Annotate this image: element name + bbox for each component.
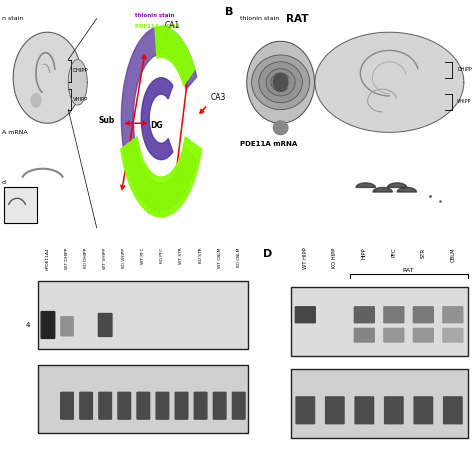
Polygon shape [121, 27, 197, 211]
Polygon shape [273, 73, 288, 91]
Text: WT CBLM: WT CBLM [218, 247, 222, 268]
FancyBboxPatch shape [443, 396, 463, 424]
Text: WT PFC: WT PFC [141, 247, 146, 264]
FancyBboxPatch shape [60, 392, 74, 420]
Text: PDE11A mRNA: PDE11A mRNA [239, 141, 297, 147]
Text: HIPP: HIPP [362, 247, 367, 259]
Bar [4, 187, 37, 223]
Polygon shape [68, 60, 87, 105]
FancyBboxPatch shape [40, 311, 55, 339]
Text: WT STR: WT STR [180, 247, 183, 264]
Text: thionin stain: thionin stain [239, 16, 279, 21]
Text: B: B [225, 7, 233, 17]
Polygon shape [121, 137, 201, 217]
Text: VHIPP: VHIPP [73, 97, 88, 102]
FancyBboxPatch shape [98, 392, 112, 420]
Text: KO HIPP: KO HIPP [332, 247, 337, 268]
Text: STR: STR [421, 247, 426, 258]
Polygon shape [273, 121, 288, 135]
FancyBboxPatch shape [174, 392, 189, 420]
Text: KO STR: KO STR [199, 247, 202, 263]
Polygon shape [31, 94, 41, 107]
FancyBboxPatch shape [383, 328, 404, 343]
Text: DHIPP: DHIPP [73, 68, 89, 73]
FancyBboxPatch shape [442, 328, 464, 343]
Text: RAT: RAT [286, 14, 309, 24]
Text: Sub: Sub [99, 116, 115, 125]
FancyBboxPatch shape [325, 396, 345, 424]
FancyBboxPatch shape [60, 316, 74, 337]
Text: CA1: CA1 [164, 21, 179, 30]
Text: RAT: RAT [403, 267, 414, 273]
Text: DHIPP: DHIPP [457, 67, 472, 72]
Bar [291, 369, 467, 438]
Text: d: d [2, 180, 6, 185]
Polygon shape [141, 78, 173, 160]
Text: CA3: CA3 [210, 93, 226, 102]
FancyBboxPatch shape [295, 396, 315, 424]
FancyBboxPatch shape [384, 396, 404, 424]
Polygon shape [13, 32, 82, 123]
FancyBboxPatch shape [354, 306, 375, 323]
Text: n stain: n stain [2, 16, 23, 21]
Text: 4: 4 [26, 322, 30, 328]
Text: VHIPP: VHIPP [457, 99, 472, 104]
Text: PDE11A mRNA: PDE11A mRNA [135, 24, 179, 29]
Polygon shape [266, 69, 295, 96]
Polygon shape [276, 78, 284, 87]
FancyBboxPatch shape [98, 313, 113, 337]
FancyBboxPatch shape [413, 306, 434, 323]
Text: D: D [263, 249, 272, 259]
Text: CA1: CA1 [147, 207, 162, 216]
FancyBboxPatch shape [117, 392, 131, 420]
FancyBboxPatch shape [155, 392, 169, 420]
FancyBboxPatch shape [442, 306, 464, 323]
Text: WT DHIPP: WT DHIPP [65, 247, 69, 269]
FancyBboxPatch shape [213, 392, 227, 420]
Polygon shape [315, 32, 464, 132]
Text: hPDE11A4: hPDE11A4 [46, 247, 50, 270]
Text: KO PFC: KO PFC [160, 247, 164, 263]
Polygon shape [259, 62, 302, 103]
Text: A mRNA: A mRNA [2, 130, 27, 135]
FancyBboxPatch shape [383, 306, 404, 323]
Bar [38, 365, 248, 433]
FancyBboxPatch shape [413, 328, 434, 343]
FancyBboxPatch shape [193, 392, 208, 420]
Text: MOUSE: MOUSE [111, 0, 154, 2]
Text: thionin stain: thionin stain [135, 13, 174, 18]
Polygon shape [155, 27, 195, 86]
Polygon shape [252, 55, 310, 109]
Text: KO CBLM: KO CBLM [237, 247, 241, 267]
Bar [38, 281, 248, 349]
Text: PFC: PFC [392, 247, 396, 257]
Bar [291, 287, 467, 356]
Text: WT VHIPP: WT VHIPP [103, 247, 107, 269]
Text: DG: DG [151, 121, 163, 130]
Text: KO DHIPP: KO DHIPP [84, 247, 88, 268]
FancyBboxPatch shape [232, 392, 246, 420]
Text: KO VHIPP: KO VHIPP [122, 247, 126, 268]
FancyBboxPatch shape [413, 396, 433, 424]
FancyBboxPatch shape [295, 306, 316, 323]
FancyBboxPatch shape [355, 396, 374, 424]
Text: WT HIPP: WT HIPP [303, 247, 308, 269]
FancyBboxPatch shape [354, 328, 375, 343]
Text: CBLM: CBLM [450, 247, 456, 262]
Polygon shape [271, 73, 289, 91]
Polygon shape [247, 41, 314, 123]
FancyBboxPatch shape [79, 392, 93, 420]
FancyBboxPatch shape [137, 392, 150, 420]
